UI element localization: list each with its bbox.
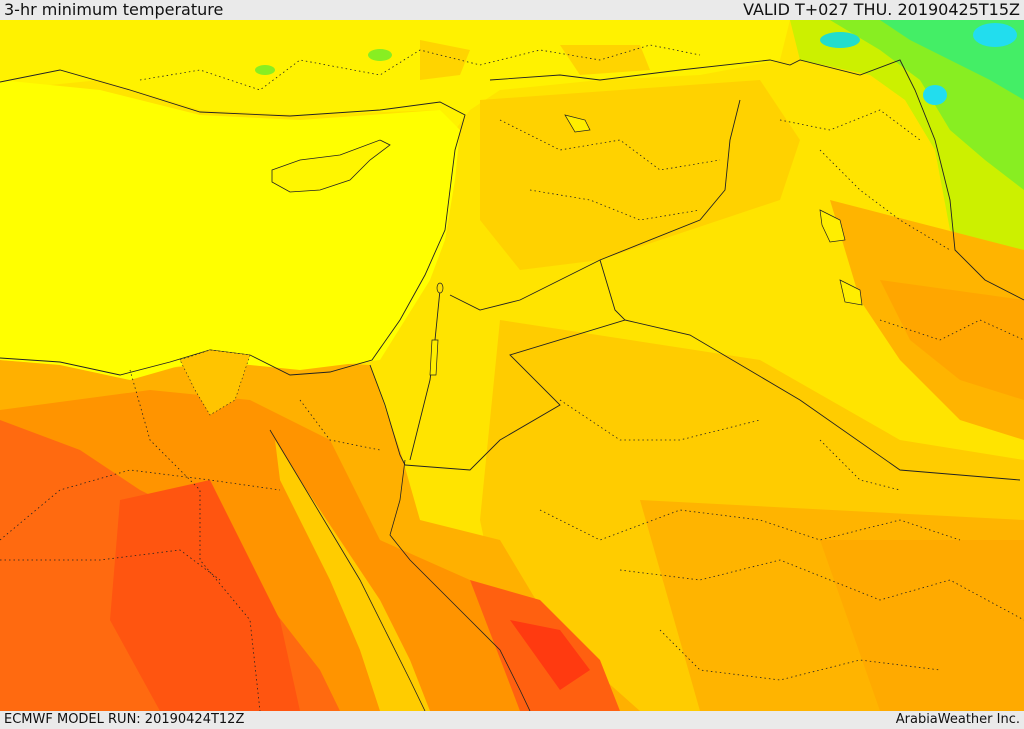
border-saudi-iraq bbox=[624, 319, 1021, 481]
red-sea-east-coast bbox=[389, 459, 531, 711]
footer-bar: ECMWF MODEL RUN: 20190424T12Z ArabiaWeat… bbox=[0, 711, 1024, 729]
border-jordan bbox=[404, 259, 626, 471]
border-north bbox=[489, 59, 1024, 301]
syria-zone bbox=[480, 80, 800, 270]
sea-of-galilee bbox=[436, 282, 444, 294]
red-sea-west-coast bbox=[269, 429, 426, 711]
mediterranean-sea bbox=[0, 80, 460, 380]
lake bbox=[839, 279, 863, 306]
hejaz-deep-red bbox=[510, 620, 590, 690]
temperature-map bbox=[0, 20, 1024, 711]
lake bbox=[819, 209, 846, 243]
credit-label: ArabiaWeather Inc. bbox=[895, 712, 1020, 727]
border-syria-iraq bbox=[449, 99, 741, 311]
iraq-warm-zone bbox=[880, 280, 1024, 400]
cold-cyan-patch bbox=[973, 23, 1017, 47]
valid-time: VALID T+027 THU. 20190425T15Z bbox=[743, 0, 1020, 19]
border-jordan-valley bbox=[409, 289, 441, 461]
province-borders bbox=[0, 44, 1024, 711]
coastline bbox=[0, 69, 466, 376]
cyprus-island bbox=[271, 139, 391, 193]
header-bar: 3-hr minimum temperature VALID T+027 THU… bbox=[0, 0, 1024, 20]
cold-cyan-patch bbox=[923, 85, 947, 105]
cool-patch bbox=[255, 65, 275, 75]
cool-patch bbox=[368, 49, 392, 61]
cold-cyan-patch bbox=[820, 32, 860, 48]
saudi-warm-zone bbox=[820, 540, 1024, 711]
warm-patch bbox=[420, 40, 470, 80]
border-egypt-israel bbox=[369, 364, 406, 466]
warm-patch bbox=[560, 45, 650, 75]
lake bbox=[564, 114, 591, 133]
map-canvas bbox=[0, 20, 1024, 711]
map-title: 3-hr minimum temperature bbox=[4, 0, 224, 19]
egypt-red-core bbox=[110, 480, 300, 711]
model-run-label: ECMWF MODEL RUN: 20190424T12Z bbox=[4, 712, 245, 727]
nile-delta bbox=[179, 349, 251, 416]
dead-sea bbox=[429, 339, 439, 376]
